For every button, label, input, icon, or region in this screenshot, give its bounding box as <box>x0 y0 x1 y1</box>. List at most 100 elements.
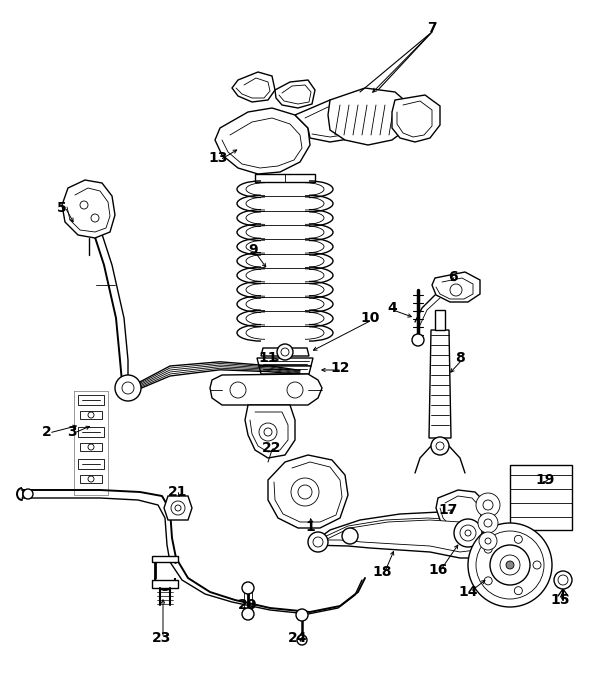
Text: 18: 18 <box>372 565 391 579</box>
Circle shape <box>476 493 500 517</box>
Circle shape <box>450 284 462 296</box>
Circle shape <box>558 575 568 585</box>
Polygon shape <box>78 427 104 437</box>
Circle shape <box>483 500 493 510</box>
Circle shape <box>479 532 497 550</box>
Circle shape <box>281 348 289 356</box>
Text: 17: 17 <box>438 503 458 517</box>
Circle shape <box>80 201 88 209</box>
Polygon shape <box>429 330 451 438</box>
Polygon shape <box>275 80 315 108</box>
Circle shape <box>277 344 293 360</box>
Text: 1: 1 <box>305 520 315 534</box>
Circle shape <box>506 561 514 569</box>
Polygon shape <box>392 95 440 142</box>
Circle shape <box>175 505 181 511</box>
Circle shape <box>476 531 544 599</box>
Text: 24: 24 <box>288 631 308 645</box>
Text: 4: 4 <box>387 301 397 315</box>
Polygon shape <box>80 411 102 419</box>
Text: 9: 9 <box>248 243 258 257</box>
Circle shape <box>287 382 303 398</box>
Polygon shape <box>257 358 313 366</box>
Circle shape <box>313 537 323 547</box>
Circle shape <box>485 538 491 544</box>
Polygon shape <box>152 556 178 562</box>
Circle shape <box>88 412 94 418</box>
Circle shape <box>478 513 498 533</box>
Circle shape <box>291 478 319 506</box>
Text: 12: 12 <box>330 361 350 375</box>
Circle shape <box>342 528 358 544</box>
Polygon shape <box>436 490 487 535</box>
Polygon shape <box>435 310 445 330</box>
Polygon shape <box>510 465 572 530</box>
Circle shape <box>308 532 328 552</box>
Circle shape <box>412 334 424 346</box>
Circle shape <box>88 444 94 450</box>
Circle shape <box>460 525 476 541</box>
Circle shape <box>500 555 520 575</box>
Circle shape <box>122 382 134 394</box>
Polygon shape <box>78 395 104 405</box>
Circle shape <box>490 545 530 585</box>
Polygon shape <box>261 348 309 356</box>
Text: 7: 7 <box>427 21 437 35</box>
Text: 3: 3 <box>67 425 77 439</box>
Text: 16: 16 <box>428 563 448 577</box>
Polygon shape <box>432 272 480 302</box>
Circle shape <box>264 428 272 436</box>
Circle shape <box>484 545 492 553</box>
Circle shape <box>454 519 482 547</box>
Polygon shape <box>164 496 192 520</box>
Circle shape <box>259 423 277 441</box>
Circle shape <box>514 587 522 595</box>
Text: 8: 8 <box>455 351 465 365</box>
Text: 15: 15 <box>550 593 570 607</box>
Polygon shape <box>310 512 498 558</box>
Text: 13: 13 <box>208 151 228 165</box>
Circle shape <box>242 608 254 620</box>
Polygon shape <box>268 455 348 528</box>
Polygon shape <box>80 443 102 451</box>
Text: 2: 2 <box>42 425 52 439</box>
Polygon shape <box>232 72 275 102</box>
Polygon shape <box>215 108 310 174</box>
Circle shape <box>296 609 308 621</box>
Polygon shape <box>78 459 104 469</box>
Text: 21: 21 <box>168 485 188 499</box>
Text: 20: 20 <box>238 598 258 612</box>
Circle shape <box>115 375 141 401</box>
Polygon shape <box>152 580 178 588</box>
Polygon shape <box>62 180 115 238</box>
Circle shape <box>23 489 33 499</box>
Polygon shape <box>259 366 311 374</box>
Circle shape <box>436 442 444 450</box>
Text: 19: 19 <box>535 473 554 487</box>
Circle shape <box>468 523 552 607</box>
Circle shape <box>230 382 246 398</box>
Circle shape <box>171 501 185 515</box>
Circle shape <box>431 437 449 455</box>
Text: 22: 22 <box>262 441 282 455</box>
Polygon shape <box>245 405 295 458</box>
Polygon shape <box>325 520 482 552</box>
Circle shape <box>88 476 94 482</box>
Polygon shape <box>295 98 375 142</box>
Polygon shape <box>210 374 322 405</box>
Text: 5: 5 <box>57 201 67 215</box>
Polygon shape <box>80 475 102 483</box>
Text: 14: 14 <box>458 585 478 599</box>
Circle shape <box>484 519 492 527</box>
Circle shape <box>242 582 254 594</box>
Circle shape <box>297 635 307 645</box>
Polygon shape <box>255 174 315 182</box>
Circle shape <box>91 214 99 222</box>
Text: 23: 23 <box>152 631 171 645</box>
Circle shape <box>514 535 522 543</box>
Circle shape <box>465 530 471 536</box>
Circle shape <box>533 561 541 569</box>
Circle shape <box>484 577 492 585</box>
Polygon shape <box>328 88 410 145</box>
Text: 10: 10 <box>361 311 380 325</box>
